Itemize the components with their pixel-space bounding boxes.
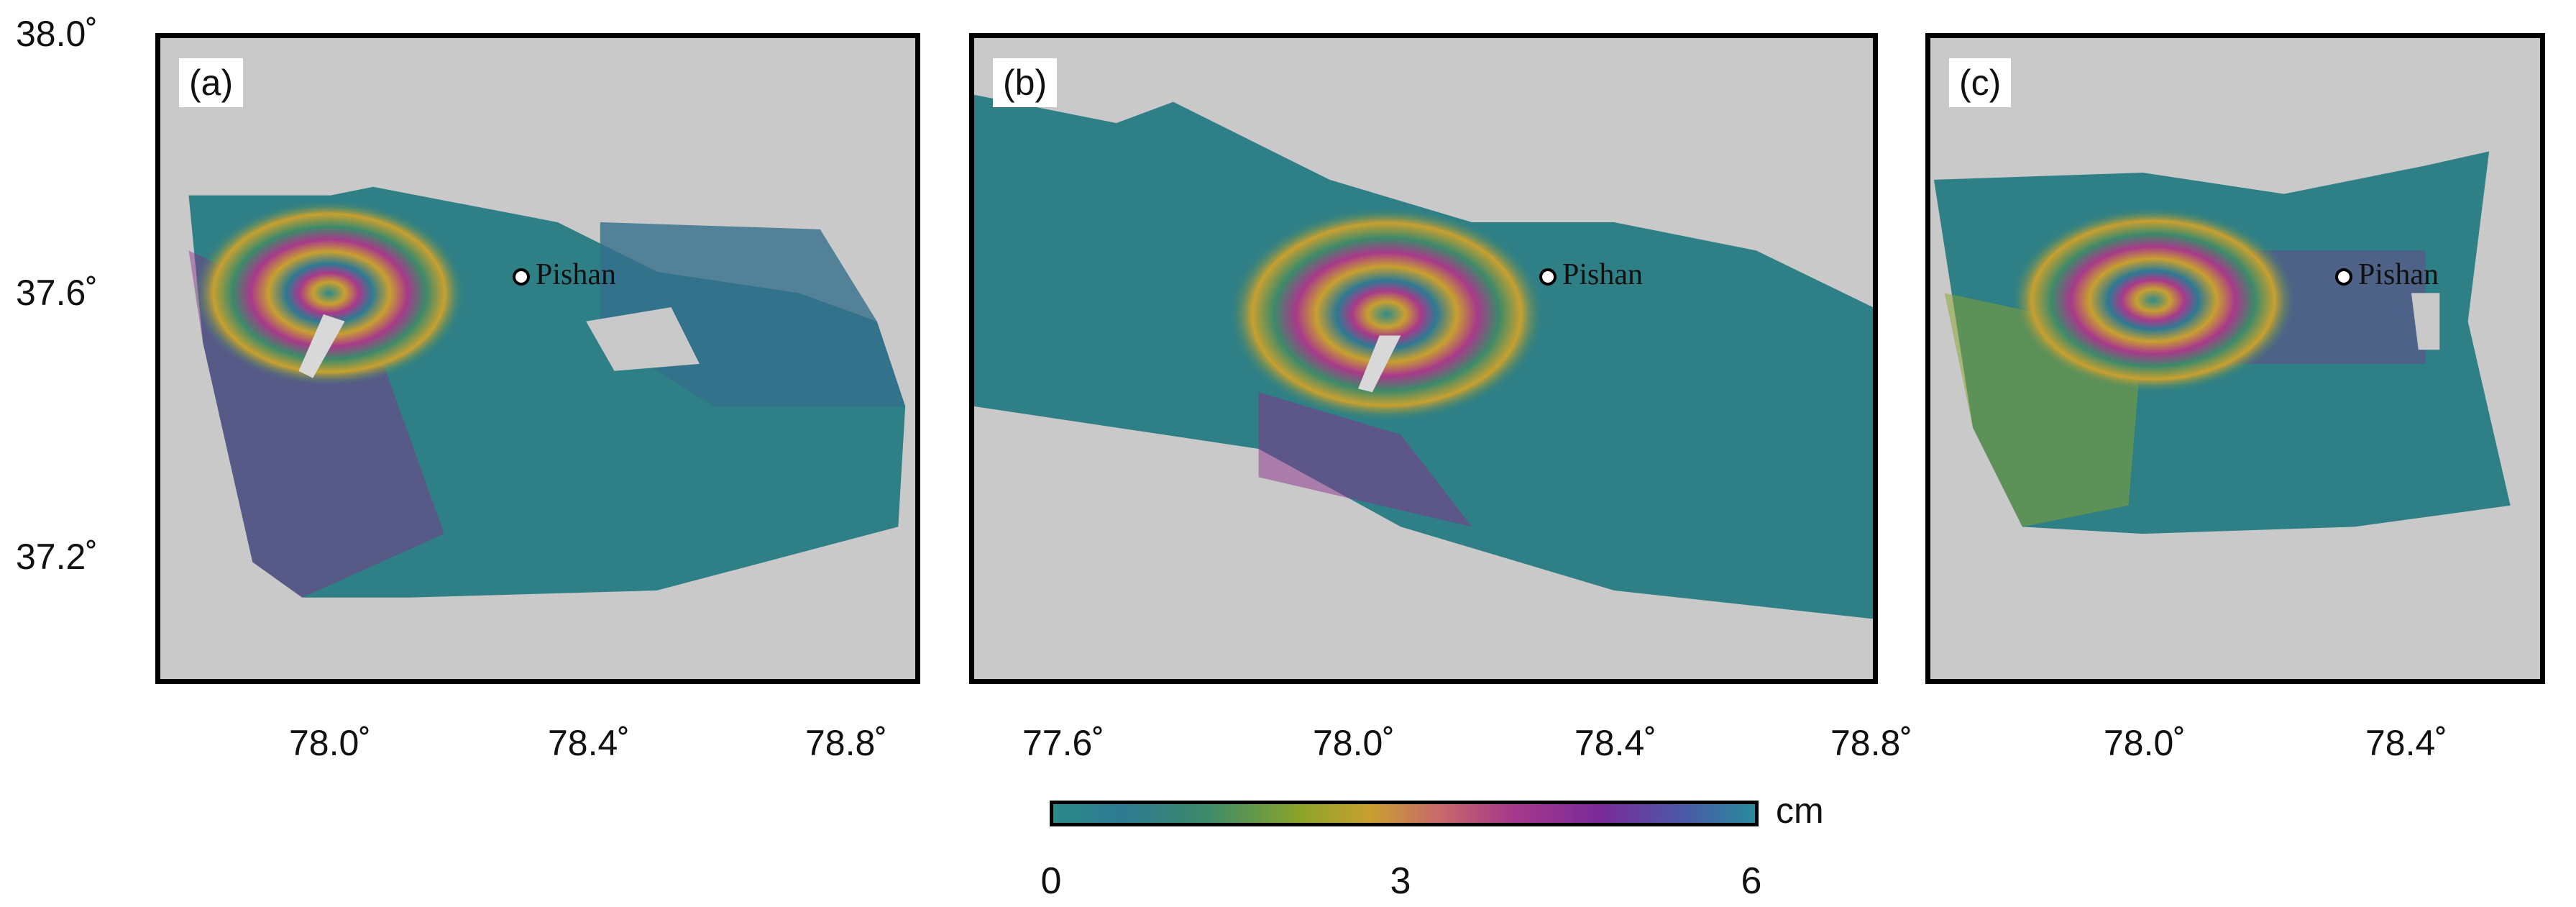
colorbar: [1050, 801, 1759, 826]
lon-label-a-78-0: 78.0˚: [289, 723, 371, 763]
lon-label-b-77-6: 77.6˚: [1022, 723, 1104, 763]
lat-label-37-2: 37.2˚: [16, 537, 98, 577]
town-circle-icon: [513, 268, 530, 286]
colorbar-tick-mid: 3: [1390, 860, 1411, 902]
lon-label-c-78-0: 78.0˚: [2104, 723, 2186, 763]
panel-label-b: (b): [993, 58, 1058, 107]
interferogram-a: [188, 186, 906, 598]
colorbar-unit: cm: [1776, 790, 1824, 831]
town-marker-pishan-a: Pishan: [513, 257, 616, 292]
map-panel-a: (a) Pishan: [155, 33, 920, 684]
map-panel-c: (c) Pishan: [1925, 33, 2545, 684]
town-circle-icon: [1539, 268, 1557, 286]
lon-label-b-78-8: 78.8˚: [1830, 723, 1912, 763]
lon-label-b-78-4: 78.4˚: [1575, 723, 1656, 763]
lon-label-c-78-4: 78.4˚: [2365, 723, 2447, 763]
panel-label-c: (c): [1949, 58, 2012, 107]
lon-label-a-78-4: 78.4˚: [548, 723, 630, 763]
town-marker-pishan-c: Pishan: [2335, 257, 2439, 292]
lon-label-b-78-0: 78.0˚: [1313, 723, 1395, 763]
interferogram-c: [1933, 151, 2511, 534]
town-marker-pishan-b: Pishan: [1539, 257, 1643, 292]
town-circle-icon: [2335, 268, 2352, 286]
lon-label-a-78-8: 78.8˚: [805, 723, 887, 763]
map-panel-b: (b) Pishan: [969, 33, 1878, 684]
colorbar-tick-max: 6: [1741, 860, 1762, 902]
lat-label-37-6: 37.6˚: [16, 273, 98, 313]
lat-label-38: 38.0˚: [16, 14, 98, 54]
interferogram-b: [974, 94, 1873, 619]
colorbar-tick-min: 0: [1040, 860, 1062, 902]
panel-label-a: (a): [179, 58, 244, 107]
